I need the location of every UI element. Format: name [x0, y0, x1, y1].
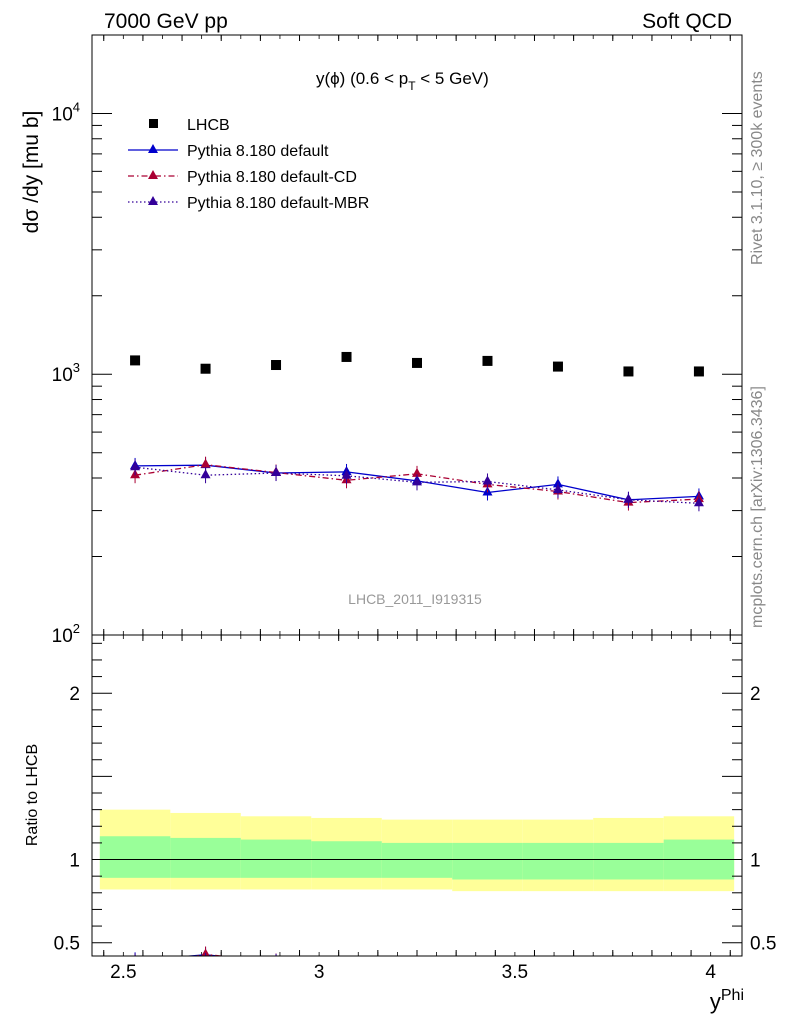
legend-label-cd: Pythia 8.180 default-CD	[187, 169, 357, 186]
ratio-mbr-point	[412, 962, 422, 971]
legend-item-cd: Pythia 8.180 default-CD	[128, 169, 357, 186]
y-axis-label: dσ /dy [mu b]	[20, 111, 43, 234]
rivet-version-text: Rivet 3.1.10, ≥ 300k events	[749, 71, 766, 265]
ratio-axis-label: Ratio to LHCB	[24, 744, 41, 846]
main-mbr-point	[552, 483, 563, 493]
x-tick-label: 2.5	[110, 962, 136, 983]
mcplots-reference-text: mcplots.cern.ch [arXiv:1306.3436]	[749, 386, 766, 628]
axis-ticks	[92, 34, 742, 956]
lhcb-point	[341, 351, 352, 362]
ratio-band-inner	[170, 837, 241, 878]
ratio-cd-point	[342, 964, 352, 973]
ratio-mbr-point	[482, 962, 492, 971]
plot-title: y(ϕ) (0.6 < pT < 5 GeV)	[316, 69, 489, 93]
plot-title-tail: < 5 GeV)	[416, 69, 489, 88]
legend: LHCB Pythia 8.180 default Pythia 8.180 d…	[128, 117, 369, 212]
legend-label-lhcb: LHCB	[187, 117, 230, 134]
ratio-band-inner	[593, 842, 664, 880]
lhcb-point	[623, 366, 634, 377]
ratio-mbr-line	[135, 961, 699, 974]
x-axis-label-sup: Phi	[721, 987, 744, 1004]
ratio-panel-frame	[91, 634, 743, 957]
y-tick-label: 102	[52, 621, 80, 647]
ratio-y-tick-label-right: 1	[750, 851, 761, 872]
legend-item-default: Pythia 8.180 default	[128, 143, 329, 160]
ratio-y-tick-label: 2	[69, 684, 80, 705]
y-tick-label: 103	[52, 360, 80, 386]
ratio-cd-point	[201, 948, 210, 956]
lhcb-point	[552, 361, 563, 372]
y-tick-label: 104	[52, 99, 80, 125]
ratio-mbr-point	[342, 962, 352, 971]
x-axis-label-main: y	[710, 989, 721, 1014]
ratio-default-point	[412, 961, 422, 970]
tick-labels: 2.5 3 3.5 4 102 103 104 0.5 0.5 1 1 2 2	[52, 99, 777, 983]
ratio-default-point	[482, 968, 492, 977]
main-mbr-point	[271, 467, 282, 477]
main-mbr-point	[200, 469, 211, 479]
ratio-cd-point	[412, 957, 422, 966]
header-left: 7000 GeV pp	[104, 10, 228, 33]
analysis-watermark: LHCB_2011_I919315	[348, 591, 482, 607]
x-axis-label: yPhi	[710, 987, 744, 1014]
main-mbr-point	[412, 476, 422, 486]
legend-marker-default	[148, 144, 158, 153]
ratio-band-inner	[99, 836, 171, 878]
main-mbr-point	[623, 493, 634, 503]
lhcb-point	[412, 357, 422, 368]
ratio-default-point	[623, 966, 633, 975]
main-cd-point	[412, 467, 422, 477]
ratio-band-inner	[240, 839, 312, 878]
ratio-default-point	[553, 961, 563, 970]
main-mbr-point	[341, 469, 352, 479]
x-tick-label: 4	[705, 962, 716, 983]
ratio-y-tick-label-right: 2	[750, 684, 761, 705]
legend-label-mbr: Pythia 8.180 default-MBR	[187, 195, 369, 212]
ratio-mbr-point	[275, 955, 277, 956]
ratio-default-line	[181, 954, 225, 956]
ratio-cd-line	[191, 953, 228, 956]
header-right: Soft QCD	[642, 10, 732, 33]
ratio-mbr-point	[694, 968, 704, 977]
x-tick-label: 3	[314, 962, 325, 983]
lhcb-point	[200, 363, 211, 374]
lhcb-point	[693, 366, 704, 377]
ratio-y-tick-label-right: 0.5	[750, 934, 776, 955]
legend-marker-lhcb	[149, 119, 158, 128]
ratio-band-inner	[381, 842, 453, 878]
legend-item-lhcb: LHCB	[149, 117, 230, 134]
main-mbr-point	[482, 475, 493, 485]
ratio-series-layer	[134, 946, 704, 977]
lhcb-point	[482, 355, 493, 366]
ratio-band-inner	[452, 842, 523, 880]
ratio-cd-point	[482, 964, 492, 973]
legend-label-default: Pythia 8.180 default	[187, 143, 329, 160]
ratio-y-tick-label: 1	[69, 851, 80, 872]
ratio-default-point	[694, 965, 704, 974]
ratio-cd-point	[623, 968, 633, 977]
legend-item-mbr: Pythia 8.180 default-MBR	[128, 195, 369, 212]
ratio-y-tick-label: 0.5	[54, 934, 80, 955]
main-mbr-point	[130, 461, 141, 471]
ratio-cd-point	[694, 966, 704, 975]
lhcb-point	[130, 355, 141, 366]
ratio-cd-point	[553, 965, 563, 974]
plot-title-sub: T	[408, 79, 416, 93]
legend-marker-mbr	[148, 196, 158, 205]
ratio-default-point	[275, 955, 277, 956]
x-tick-label: 3.5	[502, 962, 528, 983]
ratio-cd-point	[275, 955, 277, 956]
ratio-uncertainty-bands	[92, 809, 742, 892]
ratio-band-inner	[522, 842, 594, 880]
ratio-mbr-point	[623, 966, 633, 975]
main-mbr-point	[693, 497, 704, 507]
plot-title-main: y(ϕ) (0.6 < p	[316, 69, 408, 88]
ratio-mbr-point	[553, 964, 563, 973]
legend-marker-cd	[148, 170, 158, 179]
lhcb-point	[271, 360, 282, 371]
main-cd-point	[200, 458, 211, 468]
main-series-layer	[130, 351, 704, 512]
ratio-default-point	[342, 960, 352, 969]
